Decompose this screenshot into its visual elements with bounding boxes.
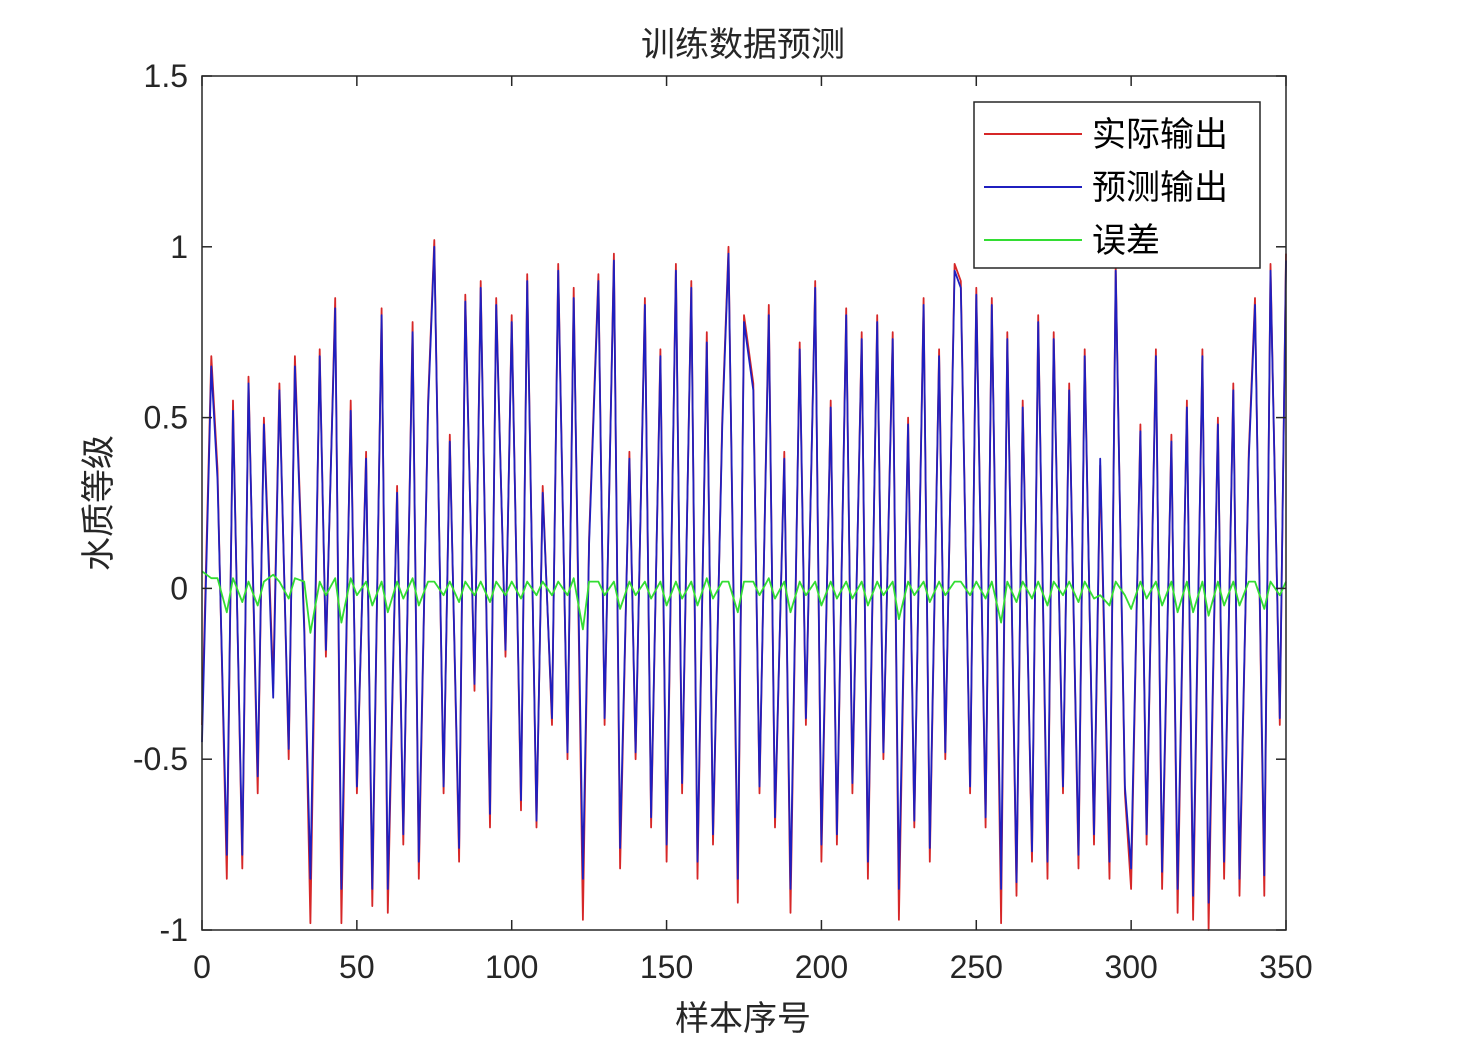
chart-title: 训练数据预测 bbox=[641, 25, 845, 65]
x-tick-label: 250 bbox=[950, 949, 1003, 985]
x-tick-label: 100 bbox=[485, 949, 538, 985]
x-tick-label: 350 bbox=[1259, 949, 1312, 985]
y-tick-label: 1.5 bbox=[144, 58, 188, 94]
y-tick-label: 0.5 bbox=[144, 400, 188, 436]
x-tick-label: 300 bbox=[1104, 949, 1157, 985]
legend-label-1: 实际输出 bbox=[1092, 115, 1228, 155]
series-line-3 bbox=[201, 570, 1287, 634]
legend-label-3: 误差 bbox=[1092, 221, 1160, 261]
y-axis-label: 水质等级 bbox=[79, 435, 119, 571]
series-layer bbox=[201, 239, 1287, 931]
y-tick-label: -1 bbox=[160, 912, 188, 948]
x-tick-label: 150 bbox=[640, 949, 693, 985]
series-line-2 bbox=[201, 245, 1287, 904]
x-tick-label: 200 bbox=[795, 949, 848, 985]
x-axis-label: 样本序号 bbox=[675, 999, 811, 1039]
y-tick-label: 0 bbox=[170, 570, 188, 606]
x-tick-label: 50 bbox=[339, 949, 375, 985]
y-tick-label: 1 bbox=[170, 229, 188, 265]
legend-label-2: 预测输出 bbox=[1092, 168, 1228, 208]
x-tick-label: 0 bbox=[193, 949, 211, 985]
ticks-layer: 0 50 100 150 200 250 300 350 -1 -0.5 0 0.5 1 1.5 bbox=[133, 58, 1313, 985]
plot-frame bbox=[201, 75, 1287, 931]
y-tick-label: -0.5 bbox=[133, 741, 188, 777]
